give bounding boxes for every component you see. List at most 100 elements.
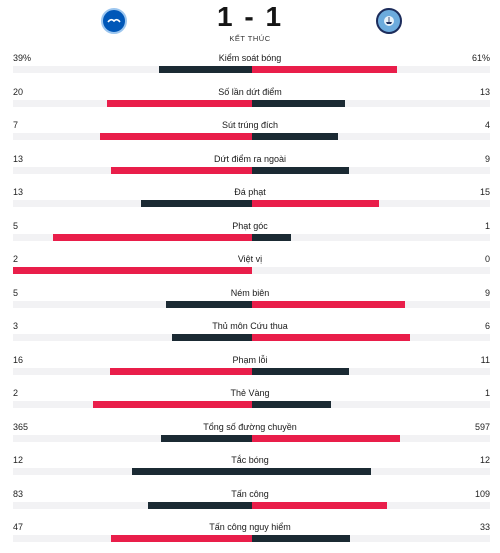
away-value: 0 [484,254,490,264]
stat-label: Đá phạt [234,187,266,197]
away-bar [251,434,400,442]
stat-label: Việt vị [237,254,263,264]
away-value: 9 [484,153,490,164]
stat-row: 16 Phạm lỗi 11 [0,352,500,386]
stat-label: Dứt điểm ra ngoài [213,153,287,164]
home-bar [140,200,252,207]
away-value: 11 [480,354,490,365]
home-value: 13 [13,187,24,197]
stat-bar-track [13,535,490,542]
home-bar [158,66,252,73]
stat-bar-track [13,267,490,274]
stat-label: Phạm lỗi [232,354,268,365]
home-bar [172,334,252,341]
home-bar [92,401,252,408]
away-value: 109 [474,488,490,499]
home-value: 3 [13,321,19,331]
away-bar [251,468,371,475]
home-bar [52,233,252,241]
away-value: 33 [479,522,490,532]
away-value: 1 [484,220,490,231]
home-bar [13,267,252,274]
stat-label: Phạt góc [232,220,268,231]
stat-bar-track [13,401,490,408]
stat-bar-track [13,166,490,174]
away-bar [251,233,292,241]
stat-row: 47 Tấn công nguy hiểm 33 [0,519,500,553]
home-bar [106,99,252,107]
away-value: 6 [484,321,490,331]
match-status: KẾT THÚC [229,34,271,43]
away-value: 12 [479,455,490,465]
stat-bar-track [13,66,490,73]
away-value: 9 [484,287,490,298]
home-bar [166,300,252,308]
home-value: 365 [13,421,29,432]
away-bar [251,401,331,408]
away-bar [251,66,397,73]
home-bar [110,166,252,174]
away-value: 13 [479,86,490,97]
away-bar [251,535,350,542]
stat-row: 7 Sút trúng đích 4 [0,117,500,151]
stat-row: 12 Tắc bóng 12 [0,452,500,486]
stat-label: Tấn công nguy hiểm [209,522,291,532]
away-bar [251,133,339,140]
stat-bar-track [13,99,490,107]
stat-label: Tấn công [231,488,269,499]
stat-bar-track [13,133,490,140]
stat-label: Thẻ Vàng [230,388,270,398]
home-value: 16 [13,354,24,365]
home-bar [111,535,252,542]
seagull-icon [107,18,121,23]
home-value: 83 [13,488,24,499]
away-bar [251,334,411,341]
home-bar [99,133,252,140]
home-value: 13 [13,153,24,164]
stat-row: 3 Thủ môn Cứu thua 6 [0,318,500,352]
home-value: 7 [13,120,19,130]
match-header: 1 - 1 KẾT THÚC [0,0,500,48]
stat-bar-track [13,300,490,308]
away-value: 4 [484,120,490,130]
stat-row: 20 Số lần dứt điểm 13 [0,84,500,118]
away-bar [251,99,346,107]
home-value: 2 [13,388,19,398]
home-value: 39% [13,53,32,63]
away-bar [251,501,387,509]
match-score: 1 - 1 [216,1,284,32]
home-bar [161,434,252,442]
stat-bar-track [13,233,490,241]
away-bar [251,367,349,375]
away-value: 597 [474,421,490,432]
stat-label: Tổng số đường chuyền [203,421,297,432]
stat-row: 2 Việt vị 0 [0,251,500,285]
home-value: 20 [13,86,24,97]
home-bar [148,501,252,509]
stat-bar-track [13,367,490,375]
stat-label: Thủ môn Cứu thua [212,321,288,331]
away-value: 61% [471,53,490,63]
home-bar [110,367,252,375]
stat-row: 39% Kiểm soát bóng 61% [0,50,500,84]
home-bar [132,468,252,475]
home-value: 5 [13,220,19,231]
away-value: 15 [479,187,490,197]
away-bar [251,300,405,308]
brighton-crest-icon[interactable] [101,8,127,34]
home-value: 2 [13,254,19,264]
stat-row: 13 Dứt điểm ra ngoài 9 [0,151,500,185]
stat-bar-track [13,501,490,509]
stat-row: 13 Đá phạt 15 [0,184,500,218]
stat-label: Sút trúng đích [221,120,279,130]
ship-icon [384,16,394,26]
stat-row: 5 Phạt góc 1 [0,218,500,252]
away-bar [251,200,380,207]
man-city-crest-icon[interactable] [376,8,402,34]
stat-row: 2 Thẻ Vàng 1 [0,385,500,419]
stat-label: Số lần dứt điểm [218,86,282,97]
stat-row: 5 Ném biên 9 [0,285,500,319]
stat-bar-track [13,434,490,442]
stat-label: Ném biên [230,287,270,298]
stat-bar-track [13,334,490,341]
